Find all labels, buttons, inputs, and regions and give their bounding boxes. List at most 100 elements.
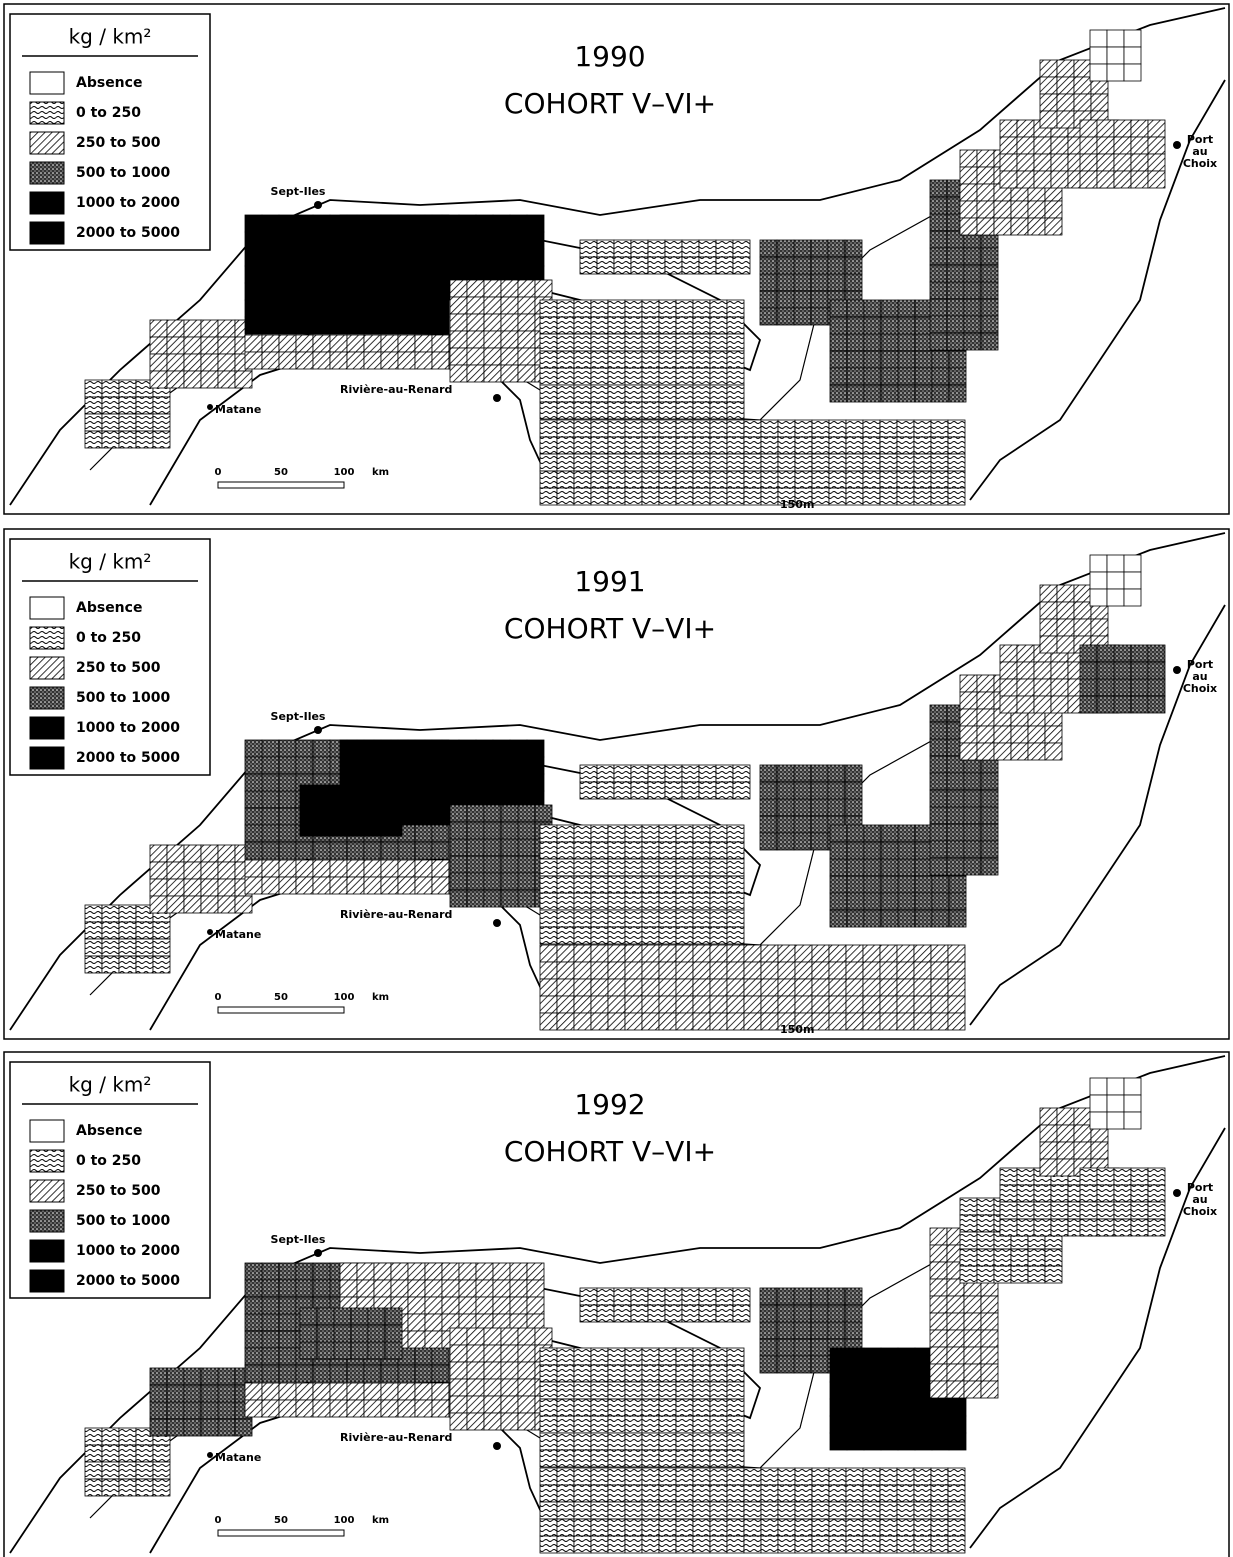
grid-cell <box>947 790 964 807</box>
grid-cell <box>425 740 442 757</box>
grid-cell <box>330 1365 347 1382</box>
grid-cell <box>467 805 484 822</box>
grid-cell <box>1040 60 1057 77</box>
grid-cell <box>1107 589 1124 606</box>
grid-cell <box>300 1325 317 1342</box>
grid-cell <box>727 1468 744 1485</box>
grid-cell <box>897 454 914 471</box>
grid-cell <box>540 910 557 927</box>
grid-cell <box>1017 154 1034 171</box>
grid-cell <box>727 962 744 979</box>
grid-cell <box>845 240 862 257</box>
grid-cell <box>608 927 625 944</box>
legend-title: kg / km² <box>69 1073 152 1097</box>
grid-cell <box>580 1305 597 1322</box>
grid-cell <box>693 1382 710 1399</box>
grid-cell <box>425 283 442 300</box>
grid-cell <box>608 454 625 471</box>
grid-cell <box>527 757 544 774</box>
grid-cell <box>425 249 442 266</box>
grid-cell <box>1097 662 1114 679</box>
grid-cell <box>625 1502 642 1519</box>
grid-cell <box>415 352 432 369</box>
legend-title: kg / km² <box>69 550 152 574</box>
grid-cell <box>442 774 459 791</box>
grid-cell <box>625 1013 642 1030</box>
grid-cell <box>947 316 964 333</box>
grid-cell <box>676 1468 693 1485</box>
grid-cell <box>527 232 544 249</box>
grid-cell <box>184 371 201 388</box>
grid-cell <box>881 334 898 351</box>
grid-cell <box>459 1263 476 1280</box>
grid-cell <box>591 927 608 944</box>
grid-cell <box>693 996 710 1013</box>
grid-cell <box>608 471 625 488</box>
grid-cell <box>408 774 425 791</box>
grid-cell <box>501 365 518 382</box>
grid-cell <box>262 215 279 232</box>
grid-cell <box>795 962 812 979</box>
grid-cell <box>245 825 262 842</box>
grid-cell <box>501 1345 518 1362</box>
grid-cell <box>830 300 847 317</box>
grid-cell <box>279 283 296 300</box>
grid-cell <box>778 1468 795 1485</box>
grid-cell <box>744 945 761 962</box>
grid-cell <box>501 856 518 873</box>
grid-cell <box>777 833 794 850</box>
grid-cell <box>676 1450 693 1467</box>
grid-cell <box>642 927 659 944</box>
grid-cell <box>591 471 608 488</box>
grid-cell <box>279 1331 296 1348</box>
grid-cell <box>977 218 994 235</box>
grid-cell <box>557 471 574 488</box>
grid-cell <box>1017 696 1034 713</box>
grid-cell <box>1107 1112 1124 1129</box>
grid-cell <box>408 808 425 825</box>
grid-cell <box>150 896 167 913</box>
grid-cell <box>659 1468 676 1485</box>
grid-cell <box>501 839 518 856</box>
grid-cell <box>981 316 998 333</box>
grid-cell <box>467 1413 484 1430</box>
grid-cell <box>864 842 881 859</box>
year-title: 1992 <box>574 1088 645 1121</box>
grid-cell <box>812 979 829 996</box>
grid-cell <box>710 842 727 859</box>
place-label: Choix <box>1183 682 1217 695</box>
grid-cell <box>864 1399 881 1416</box>
grid-cell <box>574 368 591 385</box>
grid-cell <box>262 1400 279 1417</box>
grid-cell <box>1040 111 1057 128</box>
grid-cell <box>642 437 659 454</box>
grid-cell <box>778 437 795 454</box>
grid-cell <box>947 1381 964 1398</box>
grid-cell <box>357 740 374 757</box>
grid-cell <box>960 167 977 184</box>
grid-cell <box>334 1308 351 1325</box>
grid-cell <box>897 945 914 962</box>
grid-cell <box>262 266 279 283</box>
grid-cell <box>930 1330 947 1347</box>
grid-cell <box>777 782 794 799</box>
grid-cell <box>245 335 262 352</box>
grid-cell <box>794 765 811 782</box>
legend-swatch <box>30 747 64 769</box>
grid-cell <box>574 437 591 454</box>
grid-cell <box>693 300 710 317</box>
grid-cell <box>915 825 932 842</box>
grid-cell <box>977 692 994 709</box>
grid-cell <box>1057 77 1074 94</box>
grid-cell <box>1131 696 1148 713</box>
grid-cell <box>948 979 965 996</box>
grid-cell <box>557 979 574 996</box>
grid-cell <box>625 1433 642 1450</box>
grid-cell <box>425 1314 442 1331</box>
grid-cell <box>727 300 744 317</box>
grid-cell <box>930 231 947 248</box>
grid-cell <box>693 945 710 962</box>
grid-cell <box>442 249 459 266</box>
grid-cell <box>150 1368 167 1385</box>
legend-swatch <box>30 717 64 739</box>
